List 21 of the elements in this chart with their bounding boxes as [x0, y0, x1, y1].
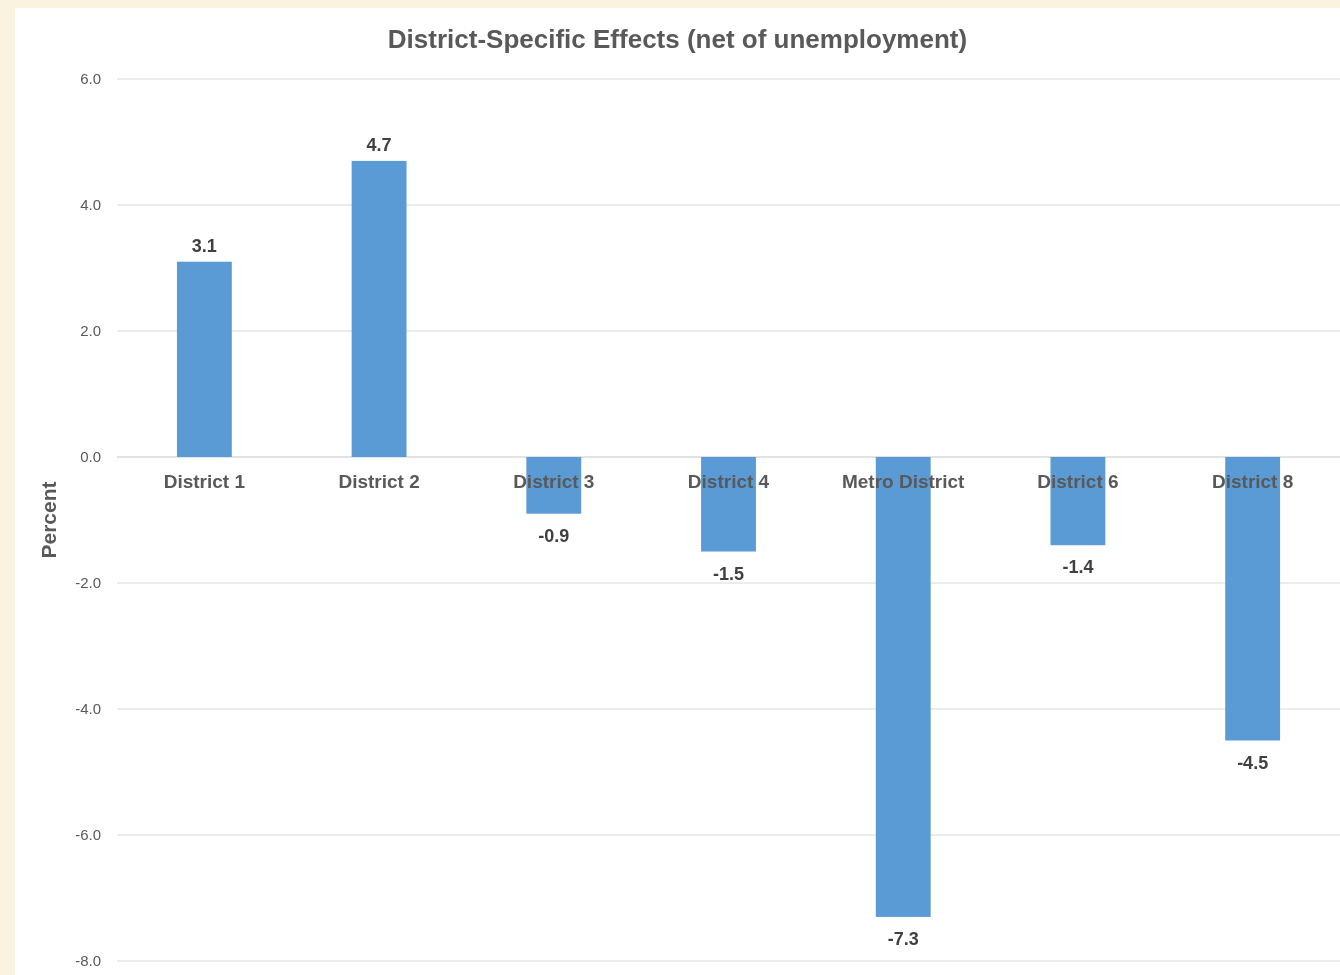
data-label: -7.3	[887, 928, 919, 949]
data-label: 4.7	[366, 134, 392, 155]
bar	[351, 160, 407, 457]
y-tick-label: -4.0	[75, 700, 101, 717]
data-label: -1.4	[1062, 557, 1094, 578]
y-tick-label: 6.0	[80, 70, 101, 87]
data-label: 3.1	[191, 235, 217, 256]
y-tick-label: 2.0	[80, 322, 101, 339]
data-label: -0.9	[538, 525, 570, 546]
y-tick-label: 4.0	[80, 196, 101, 213]
x-tick-label: District 2	[338, 471, 420, 492]
data-label: -4.5	[1237, 752, 1269, 773]
chart-title: District-Specific Effects (net of unemployment)	[387, 24, 968, 54]
bar	[176, 261, 232, 457]
y-tick-label: -2.0	[75, 574, 101, 591]
y-tick-label: -8.0	[75, 952, 101, 969]
y-axis-title: Percent	[37, 481, 60, 559]
y-tick-label: 0.0	[80, 448, 101, 465]
y-tick-label: -6.0	[75, 826, 101, 843]
x-tick-label: District 1	[163, 471, 246, 492]
data-label: -1.5	[712, 563, 745, 584]
